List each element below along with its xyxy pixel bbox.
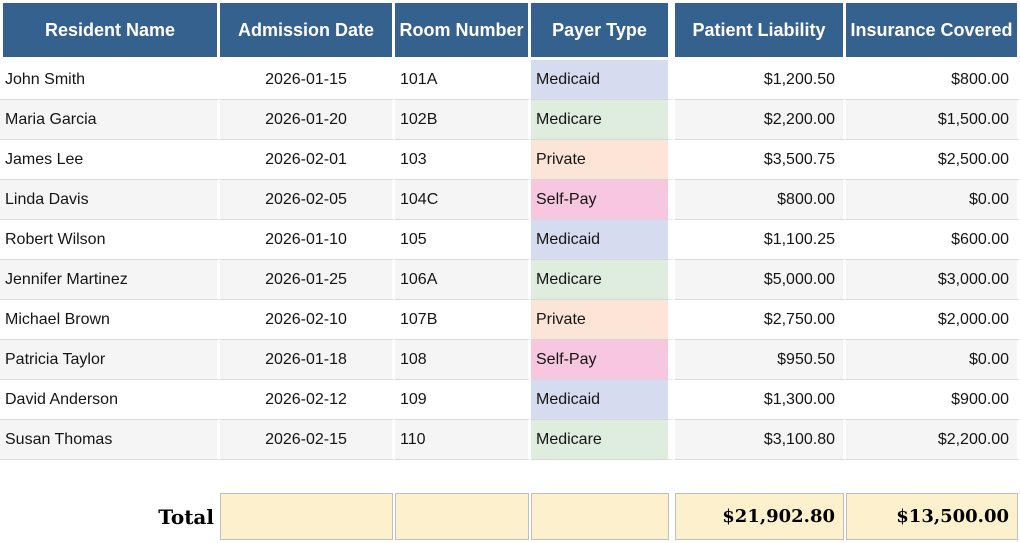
- payer-type-cell: Private: [531, 140, 675, 180]
- table-row: Susan Thomas 2026-02-15 110 Medicare $3,…: [0, 420, 1020, 460]
- payer-type-cell: Medicare: [531, 100, 675, 140]
- total-empty-cell: [531, 493, 669, 540]
- room-number-cell: 106A: [395, 260, 531, 300]
- room-number-cell: 110: [395, 420, 531, 460]
- insurance-covered-cell: $1,500.00: [846, 100, 1020, 140]
- room-number-cell: 108: [395, 340, 531, 380]
- total-patient-liability-cell: $21,902.80: [675, 493, 844, 540]
- table-row: John Smith 2026-01-15 101A Medicaid $1,2…: [0, 60, 1020, 100]
- room-number-cell: 105: [395, 220, 531, 260]
- admission-date-cell: 2026-02-01: [220, 140, 395, 180]
- patient-liability-cell: $1,300.00: [675, 380, 846, 420]
- room-number-cell: 102B: [395, 100, 531, 140]
- insurance-covered-cell: $0.00: [846, 340, 1020, 380]
- column-header-admission-date: Admission Date: [220, 3, 395, 60]
- insurance-covered-cell: $900.00: [846, 380, 1020, 420]
- admission-date-cell: 2026-01-15: [220, 60, 395, 100]
- total-row: Total $21,902.80 $13,500.00: [0, 493, 1020, 540]
- table-row: David Anderson 2026-02-12 109 Medicaid $…: [0, 380, 1020, 420]
- patient-liability-cell: $3,100.80: [675, 420, 846, 460]
- table-row: Maria Garcia 2026-01-20 102B Medicare $2…: [0, 100, 1020, 140]
- admission-date-cell: 2026-02-15: [220, 420, 395, 460]
- admission-date-cell: 2026-01-18: [220, 340, 395, 380]
- payer-type-cell: Medicaid: [531, 60, 675, 100]
- column-header-payer-type: Payer Type: [531, 3, 675, 60]
- payer-type-cell: Medicare: [531, 420, 675, 460]
- payer-type-cell: Medicaid: [531, 220, 675, 260]
- insurance-covered-cell: $2,200.00: [846, 420, 1020, 460]
- table-row: Michael Brown 2026-02-10 107B Private $2…: [0, 300, 1020, 340]
- resident-name-cell: Robert Wilson: [0, 220, 220, 260]
- total-label: Total: [158, 504, 214, 529]
- payer-type-cell: Self-Pay: [531, 180, 675, 220]
- table-body: John Smith 2026-01-15 101A Medicaid $1,2…: [0, 60, 1020, 460]
- table-row: James Lee 2026-02-01 103 Private $3,500.…: [0, 140, 1020, 180]
- resident-name-cell: Maria Garcia: [0, 100, 220, 140]
- patient-liability-cell: $5,000.00: [675, 260, 846, 300]
- room-number-cell: 103: [395, 140, 531, 180]
- insurance-covered-cell: $0.00: [846, 180, 1020, 220]
- payer-type-cell: Medicare: [531, 260, 675, 300]
- room-number-cell: 107B: [395, 300, 531, 340]
- insurance-covered-cell: $800.00: [846, 60, 1020, 100]
- column-header-patient-liability: Patient Liability: [675, 3, 846, 60]
- room-number-cell: 109: [395, 380, 531, 420]
- total-empty-cell: [220, 493, 393, 540]
- billing-table: Resident Name Admission Date Room Number…: [0, 3, 1020, 460]
- admission-date-cell: 2026-02-05: [220, 180, 395, 220]
- resident-name-cell: David Anderson: [0, 380, 220, 420]
- payer-type-cell: Self-Pay: [531, 340, 675, 380]
- patient-liability-cell: $800.00: [675, 180, 846, 220]
- payer-type-cell: Medicaid: [531, 380, 675, 420]
- resident-name-cell: Linda Davis: [0, 180, 220, 220]
- resident-name-cell: Susan Thomas: [0, 420, 220, 460]
- resident-name-cell: Jennifer Martinez: [0, 260, 220, 300]
- resident-name-cell: John Smith: [0, 60, 220, 100]
- admission-date-cell: 2026-01-25: [220, 260, 395, 300]
- column-header-room-number: Room Number: [395, 3, 531, 60]
- resident-name-cell: Patricia Taylor: [0, 340, 220, 380]
- patient-liability-cell: $1,100.25: [675, 220, 846, 260]
- admission-date-cell: 2026-01-20: [220, 100, 395, 140]
- table-header: Resident Name Admission Date Room Number…: [0, 3, 1020, 60]
- payer-type-cell: Private: [531, 300, 675, 340]
- admission-date-cell: 2026-01-10: [220, 220, 395, 260]
- patient-liability-cell: $2,200.00: [675, 100, 846, 140]
- total-empty-cell: [395, 493, 529, 540]
- table-row: Jennifer Martinez 2026-01-25 106A Medica…: [0, 260, 1020, 300]
- insurance-covered-cell: $2,000.00: [846, 300, 1020, 340]
- room-number-cell: 104C: [395, 180, 531, 220]
- header-row: Resident Name Admission Date Room Number…: [0, 3, 1020, 60]
- insurance-covered-cell: $2,500.00: [846, 140, 1020, 180]
- patient-liability-cell: $950.50: [675, 340, 846, 380]
- patient-liability-cell: $1,200.50: [675, 60, 846, 100]
- table-row: Robert Wilson 2026-01-10 105 Medicaid $1…: [0, 220, 1020, 260]
- admission-date-cell: 2026-02-12: [220, 380, 395, 420]
- table-row: Patricia Taylor 2026-01-18 108 Self-Pay …: [0, 340, 1020, 380]
- table-row: Linda Davis 2026-02-05 104C Self-Pay $80…: [0, 180, 1020, 220]
- admission-date-cell: 2026-02-10: [220, 300, 395, 340]
- patient-liability-cell: $3,500.75: [675, 140, 846, 180]
- total-insurance-covered-cell: $13,500.00: [846, 493, 1018, 540]
- column-header-resident-name: Resident Name: [0, 3, 220, 60]
- column-header-insurance-covered: Insurance Covered: [846, 3, 1020, 60]
- resident-name-cell: James Lee: [0, 140, 220, 180]
- room-number-cell: 101A: [395, 60, 531, 100]
- resident-name-cell: Michael Brown: [0, 300, 220, 340]
- insurance-covered-cell: $600.00: [846, 220, 1020, 260]
- insurance-covered-cell: $3,000.00: [846, 260, 1020, 300]
- patient-liability-cell: $2,750.00: [675, 300, 846, 340]
